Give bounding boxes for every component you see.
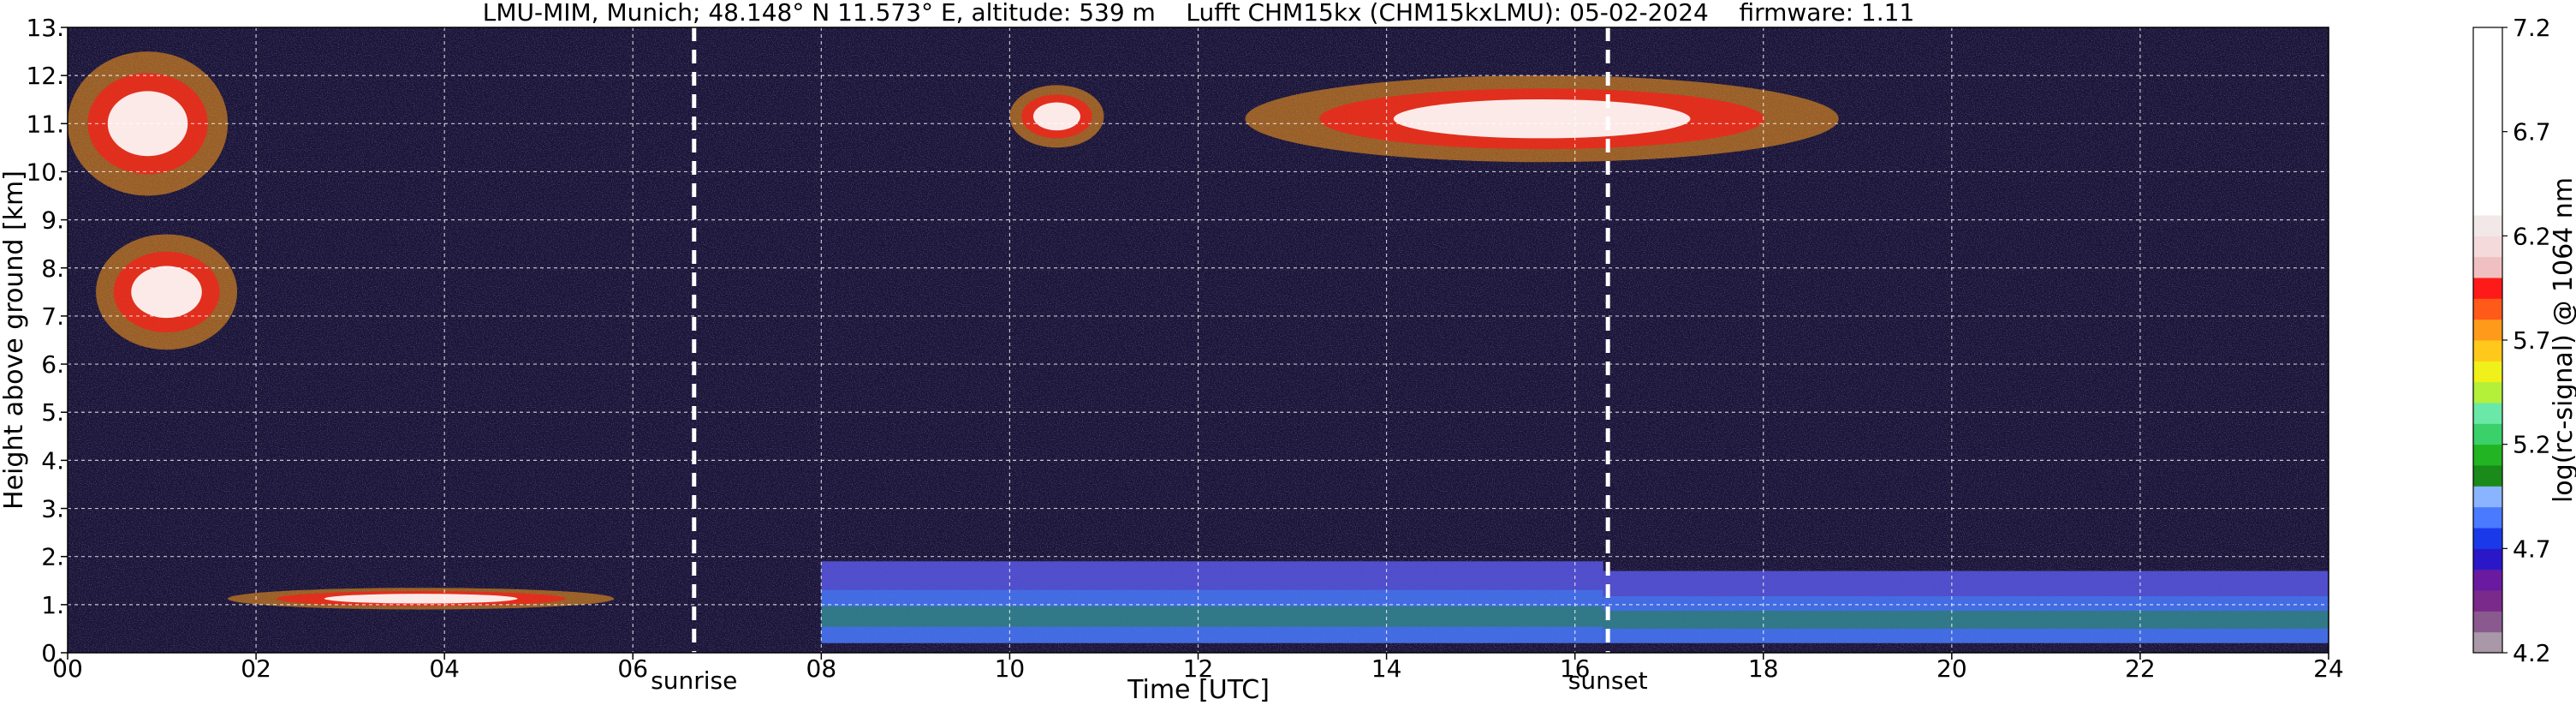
colorbar-tick-label-5: 6.7 [2513,118,2551,146]
feature-aerosol-layer-day [821,561,1603,643]
colorbar-band-11 [2473,403,2502,424]
colorbar-band-17 [2473,278,2502,299]
colorbar-band-19 [2473,236,2502,258]
colorbar-band-3 [2473,569,2502,591]
grid-lines [68,27,2329,653]
y-tick-label-7: 7. [41,302,64,331]
colorbar-band-16 [2473,298,2502,320]
x-tick-label-1: 02 [241,654,271,683]
x-tick-label-6: 12 [1183,654,1214,683]
chart-title: LMU-MIM, Munich; 48.148° N 11.573° E, al… [483,0,1915,27]
y-tick-label-1: 1. [41,591,64,619]
colorbar-band-12 [2473,381,2502,403]
colorbar-tick-label-3: 5.7 [2513,326,2551,355]
x-tick-label-8: 16 [1560,654,1591,683]
colorbar-band-10 [2473,423,2502,445]
colorbar-band-4 [2473,548,2502,571]
y-tick-label-2: 2. [41,543,64,571]
y-tick-label-13: 13. [26,14,64,42]
y-tick-label-10: 10. [26,158,64,186]
x-axis-ticks: 00 02 04 06 08 10 12 14 16 18 20 22 24 [52,653,2344,683]
event-label-sunset: sunset [1568,666,1648,695]
colorbar-tick-label-1: 4.7 [2513,535,2551,563]
colorbar-band-9 [2473,444,2502,466]
x-tick-label-0: 00 [52,654,83,683]
y-tick-label-6: 6. [41,350,64,379]
x-tick-label-2: 04 [429,654,460,683]
colorbar-band-20 [2473,215,2502,236]
colorbar-band-5 [2473,528,2502,549]
feature-cirrus-early [68,51,229,196]
colorbar-tick-label-6: 7.2 [2513,14,2551,42]
colorbar-band-14 [2473,340,2502,361]
feature-aerosol-layer-evening [1603,571,2329,643]
colorbar-band-21 [2473,27,2502,216]
colorbar-band-0 [2473,631,2502,654]
x-tick-label-7: 14 [1371,654,1402,683]
y-tick-label-11: 11. [26,110,64,138]
colorbar-tick-label-0: 4.2 [2513,639,2551,667]
y-axis-label: Height above ground [km] [0,170,29,510]
x-tick-label-10: 20 [1936,654,1967,683]
x-tick-label-9: 18 [1748,654,1779,683]
feature-boundary-layer-top [228,588,615,610]
x-tick-label-3: 06 [617,654,648,683]
x-tick-label-4: 08 [806,654,837,683]
x-axis-label: Time [UTC] [1127,675,1270,705]
colorbar-band-8 [2473,465,2502,487]
colorbar-band-13 [2473,361,2502,383]
feature-mid-cloud-early [96,234,238,350]
y-tick-label-12: 12. [26,62,64,90]
x-tick-label-12: 24 [2313,654,2344,683]
event-label-sunrise: sunrise [651,666,737,695]
colorbar-band-6 [2473,506,2502,529]
y-tick-label-4: 4. [41,446,64,475]
x-tick-label-11: 22 [2125,654,2156,683]
feature-cirrus-afternoon [1245,75,1839,163]
y-tick-label-9: 9. [41,206,64,235]
colorbar-band-15 [2473,319,2502,341]
plot-area [68,27,2329,653]
y-tick-label-0: 0. [41,639,64,667]
x-tick-label-5: 10 [995,654,1026,683]
y-axis-ticks: 0. 1. 2. 3. 4. 5. 6. 7. 8. 9. 10. 11. 12. 13. [26,14,68,667]
colorbar-label: log(rc-signal) @ 1064 nm [2549,177,2576,503]
colorbar: 4.2 4.7 5.2 5.7 6.2 6.7 7.2 [2472,14,2551,667]
noise-texture [68,27,2329,653]
y-tick-label-5: 5. [41,398,64,427]
y-tick-label-3: 3. [41,495,64,523]
colorbar-band-1 [2473,611,2502,633]
colorbar-band-18 [2473,256,2502,278]
event-lines [692,27,1610,653]
colorbar-band-2 [2473,590,2502,612]
feature-cirrus-midday [1009,85,1104,148]
colorbar-band-7 [2473,486,2502,508]
colorbar-tick-label-4: 6.2 [2513,222,2551,250]
y-tick-label-8: 8. [41,254,64,283]
event-labels: sunrise sunset [651,666,1647,695]
features-layer [68,51,2329,643]
colorbar-tick-label-2: 5.2 [2513,431,2551,459]
